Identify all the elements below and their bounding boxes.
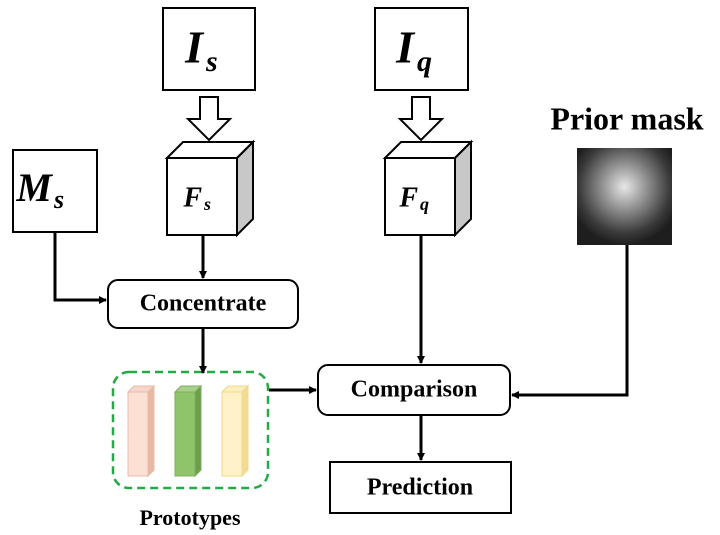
node-label: F [182,182,202,213]
node-label: Prediction [367,475,473,501]
node-label: F [398,182,418,213]
node-subscript: s [53,185,64,214]
node-subscript: q [420,194,429,214]
hollow-arrow [400,97,442,140]
hollow-arrow [188,97,230,140]
prototype-bar [128,386,154,476]
node-subscript: s [205,45,218,78]
node-label: M [15,165,53,210]
prototypes-label: Prototypes [139,505,240,530]
prior-mask-label: Prior mask [550,100,703,136]
prior-mask-image [577,148,672,245]
node-label: I [184,22,205,73]
feature-cube [385,142,471,235]
node-label: I [395,22,416,73]
prototype-bar [175,386,201,476]
diagram: I s I q M s F s F q Prior mask Concentra… [0,0,720,535]
feature-cube [167,142,253,235]
node-label: Concentrate [140,291,267,317]
node-subscript: q [417,45,432,78]
node-label: Comparison [351,377,478,403]
prototype-bar [222,386,248,476]
node-subscript: s [203,194,211,214]
